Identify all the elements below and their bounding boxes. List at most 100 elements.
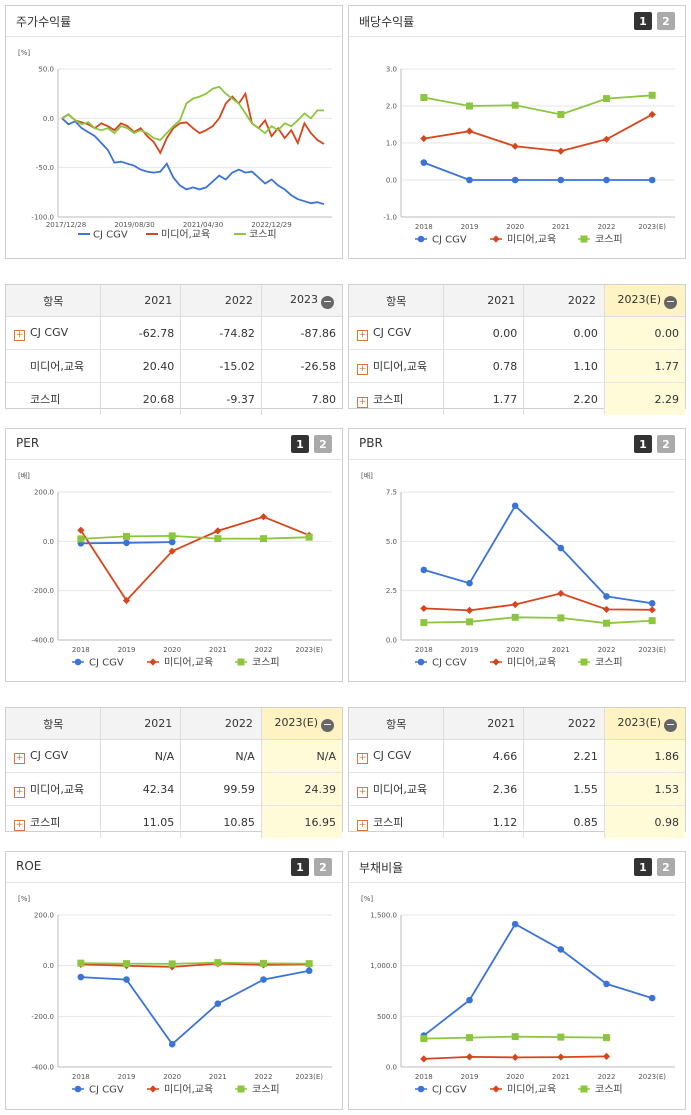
y-tick-label: 2.0	[386, 103, 397, 111]
value-cell: 42.34	[99, 772, 181, 806]
legend-marker	[237, 658, 245, 666]
row-label-cell: 미디어,교육	[6, 349, 101, 383]
y-tick-label: 0.0	[386, 637, 397, 645]
header-year: 2022	[180, 285, 262, 317]
x-tick-label: 2020	[163, 646, 181, 654]
page-1-button[interactable]: 1	[291, 435, 309, 453]
expand-plus-icon[interactable]: +	[357, 786, 368, 798]
x-tick-label: 2018	[72, 1073, 90, 1081]
legend-label: CJ CGV	[89, 1085, 124, 1096]
data-point	[602, 135, 611, 143]
legend-marker	[492, 1085, 500, 1093]
data-table: 항목 2021 2022 2023(E) − + CJ CGV N/A N/A N/A + 미디어,교…	[6, 708, 342, 838]
value-cell: 1.77	[603, 349, 685, 383]
value-cell: 2.29	[603, 382, 685, 415]
row-label-cell: + 코스피	[349, 382, 444, 415]
page-2-button[interactable]: 2	[657, 858, 675, 876]
series-line-3	[80, 961, 310, 965]
value-cell: N/A	[260, 739, 342, 773]
table-row: + 코스피 11.05 10.85 16.95	[6, 805, 342, 838]
y-tick-label: 200.0	[34, 489, 54, 497]
data-point	[305, 967, 313, 975]
collapse-minus-icon[interactable]: −	[321, 294, 334, 309]
page-2-button[interactable]: 2	[314, 435, 332, 453]
legend-marker	[417, 235, 425, 243]
series-line-1	[423, 504, 653, 605]
collapse-minus-icon[interactable]: −	[321, 717, 334, 732]
expand-plus-icon[interactable]: +	[14, 752, 25, 764]
data-point	[123, 539, 130, 547]
value-cell: 0.98	[603, 805, 685, 838]
value-cell: 1.10	[523, 349, 605, 383]
series-line-1	[423, 922, 653, 1037]
table-row: + CJ CGV -62.78 -74.82 -87.86	[6, 316, 342, 350]
page-1-button[interactable]: 1	[634, 858, 652, 876]
roe-chart: [%] 200.0 0.0 -200.0 -400.0 2018 2019 2020 2021 2…	[18, 895, 332, 1096]
page-1-button[interactable]: 1	[291, 858, 309, 876]
expand-plus-icon[interactable]: +	[357, 752, 368, 764]
data-point	[214, 527, 222, 535]
table-row: + 미디어,교육 2.36 1.55 1.53	[349, 772, 685, 806]
panel-title: 부채비율	[359, 861, 404, 875]
expand-plus-icon[interactable]: +	[14, 819, 25, 831]
y-tick-label: 500.0	[377, 1013, 397, 1021]
page-2-button[interactable]: 2	[314, 858, 332, 876]
per-chart: [배] 200.0 0.0 -200.0 -400.0 2018 2019 2020 2021 2…	[18, 471, 332, 669]
x-tick-label: 2021	[552, 646, 570, 654]
expand-plus-icon[interactable]: +	[357, 396, 368, 408]
x-tick-label: 2023(E)	[638, 646, 666, 654]
y-tick-label: -100.0	[31, 214, 54, 222]
page-1-button[interactable]: 1	[634, 12, 652, 30]
header-year: 2022	[523, 708, 605, 740]
y-tick-label: -50.0	[36, 164, 54, 172]
legend-label: 코스피	[595, 657, 623, 669]
x-tick-label: 2021	[552, 1073, 570, 1081]
page-2-button[interactable]: 2	[657, 12, 675, 30]
table-row: + CJ CGV 0.00 0.00 0.00	[349, 316, 685, 350]
panel-title: PBR	[359, 436, 383, 450]
data-point	[214, 1000, 222, 1007]
row-label: 코스피	[30, 815, 61, 829]
x-tick-label: 2023(E)	[638, 1073, 666, 1081]
data-point	[557, 946, 565, 953]
data-point	[603, 176, 610, 184]
legend-marker	[492, 235, 500, 243]
expand-plus-icon[interactable]: +	[14, 786, 25, 798]
value-cell: N/A	[99, 739, 181, 773]
y-tick-label: -1.0	[383, 214, 397, 222]
value-cell: 1.55	[523, 772, 605, 806]
expand-plus-icon[interactable]: +	[357, 329, 368, 341]
data-point	[511, 1053, 519, 1061]
series-line-1	[80, 969, 310, 1046]
header-year: 2022	[180, 708, 262, 740]
y-tick-label: 50.0	[38, 66, 54, 74]
data-point	[648, 617, 656, 625]
page-1-button[interactable]: 1	[634, 435, 652, 453]
data-point	[603, 980, 610, 988]
series-line-3	[423, 94, 653, 116]
expand-plus-icon[interactable]: +	[357, 819, 368, 831]
data-point	[122, 596, 131, 605]
data-point	[511, 613, 519, 621]
expand-plus-icon[interactable]: +	[14, 329, 25, 341]
header-label: 2022	[567, 717, 596, 730]
table-row: 코스피 20.68 -9.37 7.80	[6, 382, 342, 415]
expand-plus-icon[interactable]: +	[357, 363, 368, 375]
x-tick-label: 2019	[118, 646, 136, 654]
legend-label: CJ CGV	[432, 658, 467, 669]
value-cell: 2.36	[442, 772, 524, 806]
collapse-minus-icon[interactable]: −	[664, 294, 677, 309]
row-label: 미디어,교육	[30, 360, 85, 373]
row-label: CJ CGV	[30, 748, 69, 762]
collapse-minus-icon[interactable]: −	[664, 717, 677, 732]
header-label: 2021	[487, 717, 516, 730]
row-label: CJ CGV	[373, 748, 412, 762]
data-point	[77, 959, 85, 967]
series-line-2	[80, 515, 310, 602]
page-2-button[interactable]: 2	[657, 435, 675, 453]
legend-label: CJ CGV	[93, 230, 128, 241]
value-cell: -15.02	[180, 349, 262, 383]
header-year: 2021	[99, 285, 181, 317]
